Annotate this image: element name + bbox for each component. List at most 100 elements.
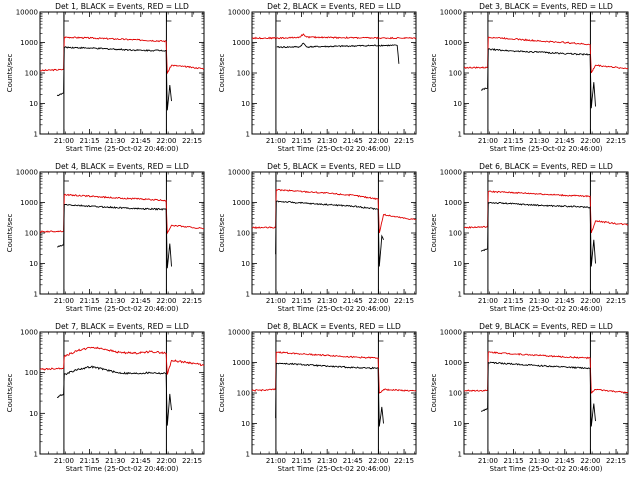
y-tick-label: 1000 [20,39,38,47]
detector-panel-3: Det 3, BLACK = Events, RED = LLD 1 10 100 10… [430,2,629,153]
time-marker-flag [166,13,172,22]
panel-title: Det 1, BLACK = Events, RED = LLD [55,2,189,11]
lld-series-line [39,36,205,75]
lld-series-line [463,36,629,74]
y-tick-label: 1000 [232,199,250,207]
y-tick-label: 10000 [228,169,250,177]
time-marker-flag [378,173,384,182]
y-axis-label: Counts/sec [218,54,226,93]
x-axis-label: Start Time (25-Oct-02 20:46:00) [490,145,603,153]
time-marker-flag [166,173,172,182]
x-tick-label: 21:45 [555,457,575,465]
y-tick-label: 1 [246,131,250,139]
x-tick-label: 21:00 [266,297,286,305]
y-tick-label: 10 [453,260,462,268]
y-axis-label: Counts/sec [6,214,14,253]
x-tick-label: 22:00 [156,137,176,145]
plot-frame [463,11,629,135]
panel-title: Det 3, BLACK = Events, RED = LLD [479,2,613,11]
y-axis-label: Counts/sec [6,54,14,93]
x-tick-label: 21:15 [503,457,523,465]
events-series-line [275,200,384,267]
y-axis-label: Counts/sec [6,374,14,413]
time-marker-flag [63,13,69,22]
plot-frame [463,331,629,455]
time-marker-flag [275,333,281,342]
events-series-line [276,42,400,64]
time-marker-flag [487,173,493,182]
time-marker-flag [63,333,69,342]
x-tick-label: 21:00 [54,297,74,305]
y-tick-label: 10 [29,100,38,108]
y-axis-label: Counts/sec [430,54,438,93]
plot-frame [463,171,629,295]
y-axis-label: Counts/sec [218,374,226,413]
x-tick-label: 21:15 [291,137,311,145]
lld-series-line [463,351,629,394]
y-tick-label: 1 [246,451,250,459]
y-tick-label: 10000 [440,9,462,17]
x-tick-label: 21:15 [79,137,99,145]
y-tick-label: 100 [449,390,462,398]
x-tick-label: 21:00 [478,137,498,145]
y-tick-label: 10 [29,410,38,418]
y-tick-label: 1000 [232,39,250,47]
x-tick-label: 21:15 [291,297,311,305]
x-tick-label: 22:15 [394,457,414,465]
x-tick-label: 22:15 [182,457,202,465]
panel-title: Det 9, BLACK = Events, RED = LLD [479,322,613,331]
panel-title: Det 6, BLACK = Events, RED = LLD [479,162,613,171]
y-tick-label: 100 [237,390,250,398]
panel-title: Det 8, BLACK = Events, RED = LLD [267,322,401,331]
y-tick-label: 100 [25,369,38,377]
x-tick-label: 21:00 [266,457,286,465]
y-tick-label: 1 [34,131,38,139]
panel-title: Det 5, BLACK = Events, RED = LLD [267,162,401,171]
x-tick-label: 22:00 [368,297,388,305]
y-tick-label: 1000 [444,39,462,47]
time-marker-flag [275,13,281,22]
y-tick-label: 1000 [20,199,38,207]
y-tick-label: 1 [34,451,38,459]
time-marker-flag [590,173,596,182]
detector-panel-7: Det 7, BLACK = Events, RED = LLD 1 10 100 10… [6,322,205,473]
x-tick-label: 21:45 [555,297,575,305]
detector-panel-6: Det 6, BLACK = Events, RED = LLD 1 10 100 10… [430,162,629,313]
y-tick-label: 1 [246,291,250,299]
y-tick-label: 10000 [440,169,462,177]
events-series-line [275,362,384,427]
x-tick-label: 22:00 [580,297,600,305]
detector-panel-8: Det 8, BLACK = Events, RED = LLD 1 10 100 10… [218,322,417,473]
time-marker-flag [275,173,281,182]
y-tick-label: 1 [458,291,462,299]
y-tick-label: 1 [34,291,38,299]
x-tick-label: 22:15 [606,457,626,465]
x-tick-label: 21:30 [105,137,125,145]
x-axis-label: Start Time (25-Oct-02 20:46:00) [66,145,179,153]
x-tick-label: 21:30 [317,137,337,145]
detector-panel-5: Det 5, BLACK = Events, RED = LLD 1 10 100 10… [218,162,417,313]
events-series-line [56,45,172,111]
x-tick-label: 22:00 [156,297,176,305]
panel-title: Det 4, BLACK = Events, RED = LLD [55,162,189,171]
plot-frame [251,11,417,135]
y-tick-label: 10 [241,100,250,108]
x-tick-label: 21:45 [131,297,151,305]
x-tick-label: 22:00 [580,457,600,465]
lld-series-line [464,190,629,234]
x-tick-label: 21:30 [529,137,549,145]
y-tick-label: 100 [237,230,250,238]
lld-series-line [251,350,417,394]
x-tick-label: 21:15 [291,457,311,465]
x-tick-label: 21:45 [131,137,151,145]
x-tick-label: 21:15 [79,297,99,305]
x-axis-label: Start Time (25-Oct-02 20:46:00) [490,305,603,313]
y-tick-label: 10000 [16,169,38,177]
y-tick-label: 1000 [20,329,38,337]
y-tick-label: 1 [458,451,462,459]
x-tick-label: 22:00 [580,137,600,145]
time-marker-flag [378,333,384,342]
lld-series-line [252,33,417,40]
y-tick-label: 10 [29,260,38,268]
